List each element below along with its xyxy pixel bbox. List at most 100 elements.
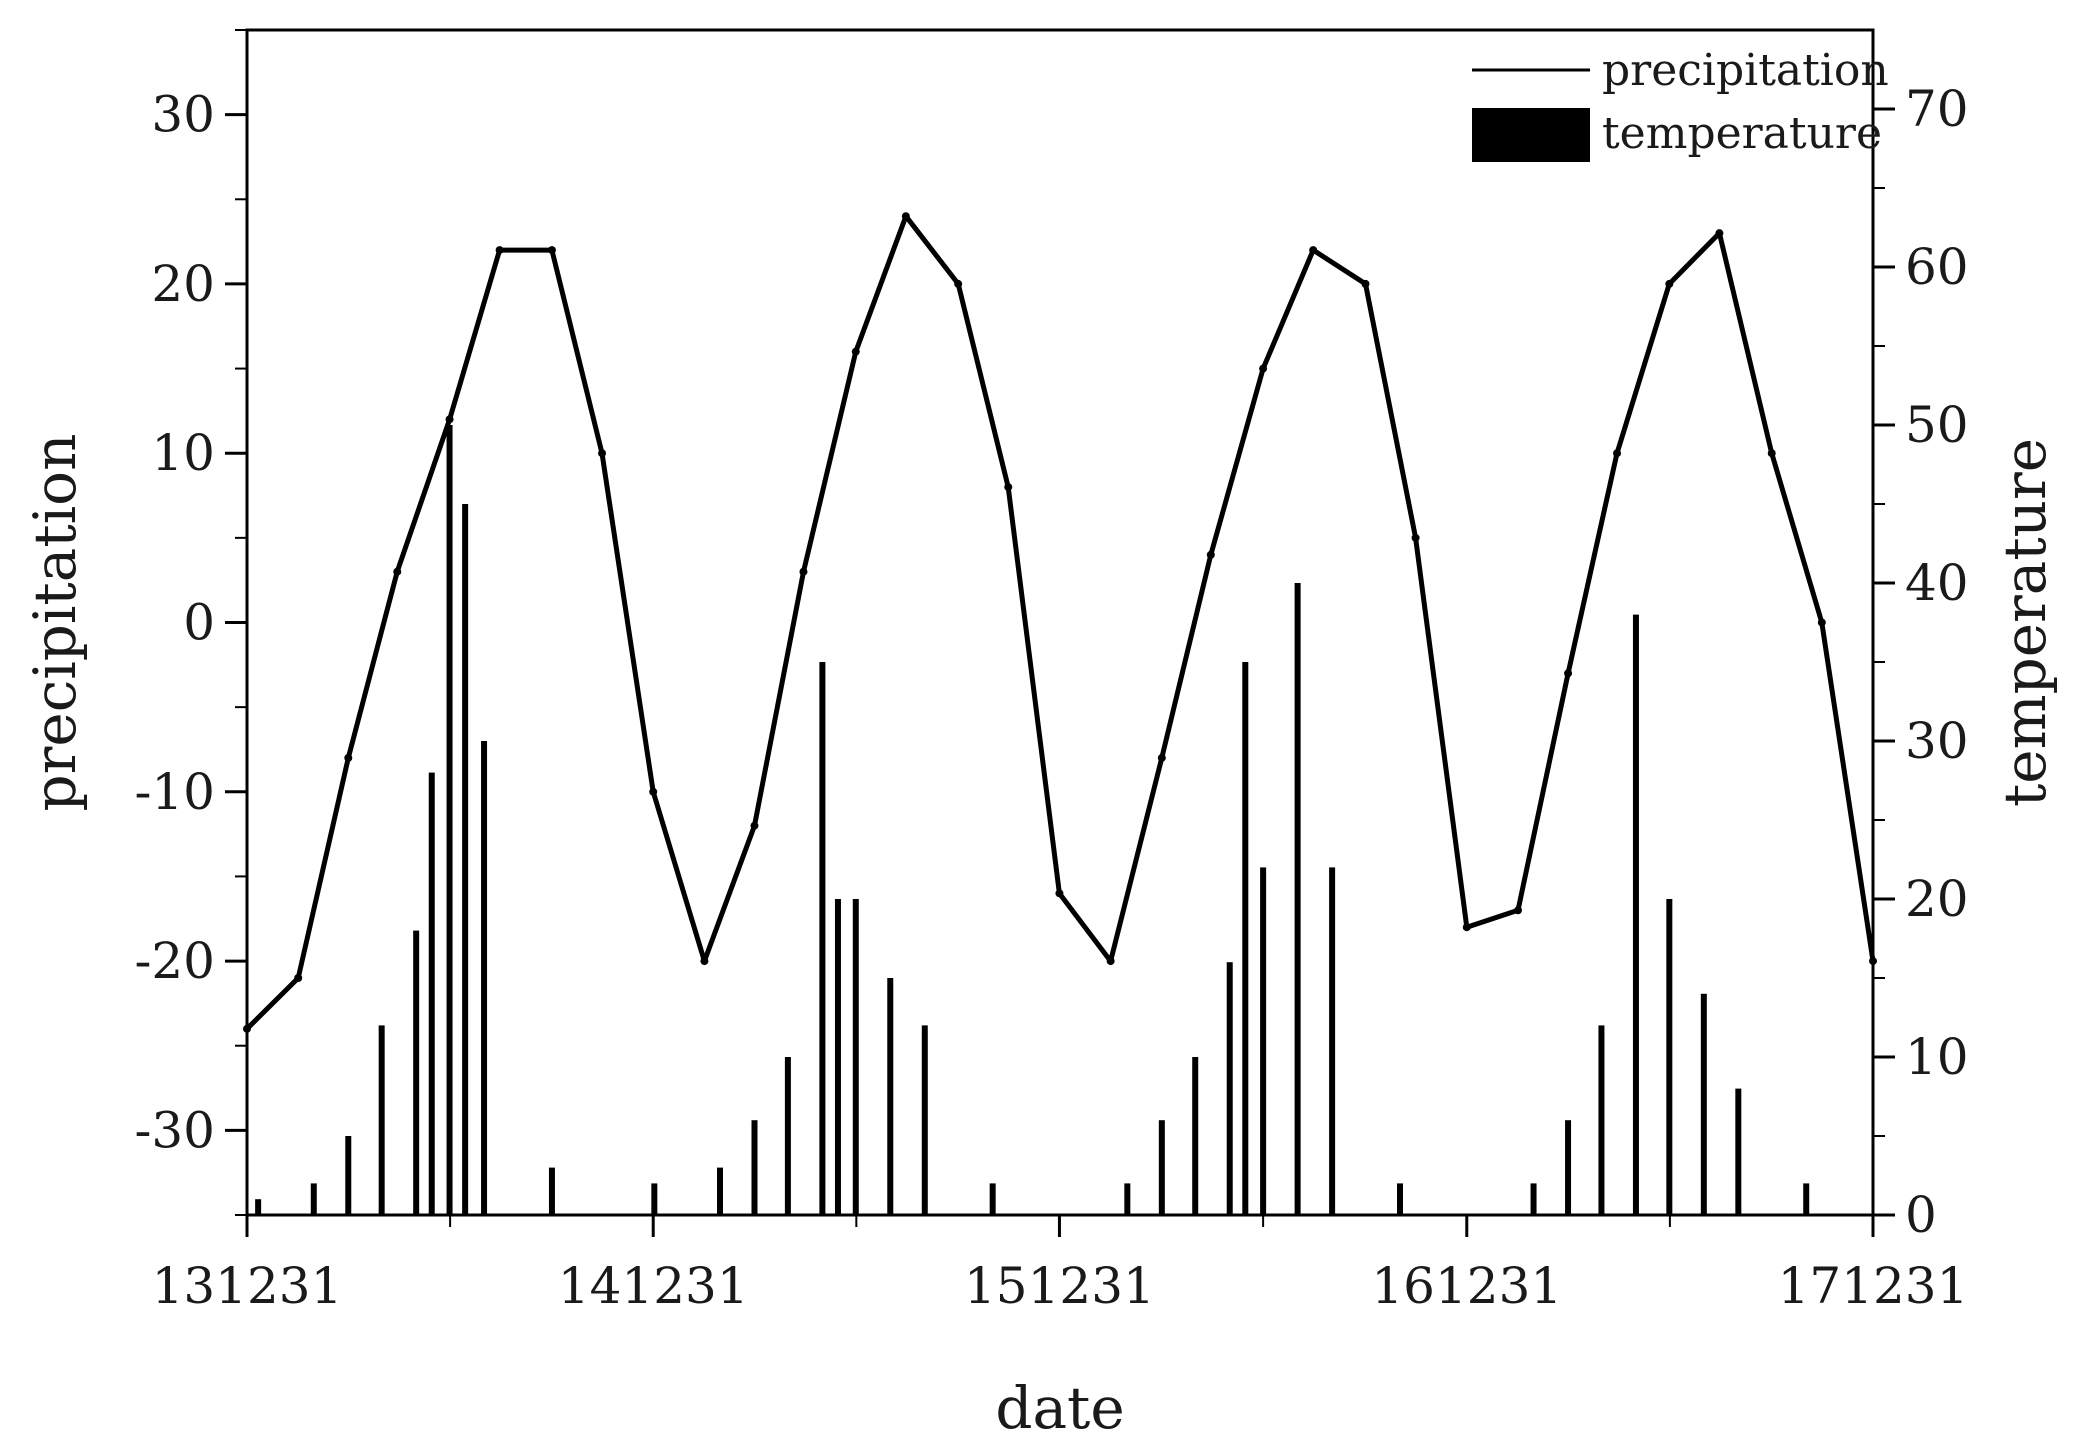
precipitation-point	[700, 957, 709, 966]
temperature-bar	[462, 504, 469, 1215]
left-y-axis: -30 -20 -10 0 10 20 30	[134, 29, 247, 1216]
right-y-tick-label: 40	[1905, 554, 1969, 612]
temperature-bar	[651, 1183, 658, 1215]
precipitation-point	[1613, 449, 1622, 458]
right-y-axis-title: temperature	[1991, 438, 2059, 807]
precipitation-point	[1513, 906, 1522, 915]
temperature-bar	[989, 1183, 996, 1215]
temperature-bar	[378, 1025, 385, 1215]
right-y-tick-label: 20	[1905, 870, 1969, 928]
legend: precipitation temperature	[1472, 45, 1889, 162]
temperature-bar	[1329, 867, 1336, 1215]
precipitation-point	[294, 974, 303, 982]
precipitation-point	[1767, 449, 1776, 458]
temperature-bar	[819, 662, 826, 1215]
precipitation-point	[1817, 618, 1826, 627]
temperature-bar	[1294, 583, 1301, 1215]
x-tick-label: 141231	[558, 1257, 749, 1315]
right-y-axis: 0 10 20 30 40 50 60 70	[1873, 80, 1969, 1244]
precipitation-point	[954, 279, 963, 288]
x-axis: 131231 141231 151231 161231 171231	[152, 1215, 1968, 1315]
precipitation-point	[1106, 957, 1115, 966]
right-y-tick-label: 50	[1905, 396, 1969, 454]
precipitation-point	[1055, 889, 1064, 898]
right-y-tick-label: 70	[1905, 80, 1969, 138]
temperature-bar	[1158, 1120, 1165, 1215]
temperature-bar	[921, 1025, 928, 1215]
right-y-tick-label: 0	[1905, 1186, 1937, 1244]
legend-temperature-swatch	[1472, 108, 1590, 162]
temperature-bar	[1124, 1183, 1131, 1215]
left-y-tick-label: 10	[151, 424, 215, 482]
left-y-tick-label: -30	[134, 1101, 215, 1159]
temperature-bar	[887, 978, 894, 1215]
precipitation-point	[393, 567, 402, 576]
precipitation-point	[547, 246, 556, 255]
temperature-bar	[1632, 614, 1639, 1215]
x-tick-label: 151231	[964, 1257, 1155, 1315]
precipitation-point	[750, 821, 759, 830]
temperature-bar	[255, 1199, 262, 1215]
right-y-tick-label: 60	[1905, 238, 1969, 296]
temperature-bar	[1565, 1120, 1572, 1215]
temperature-bar	[834, 899, 841, 1215]
precipitation-point	[344, 753, 353, 762]
temperature-bar	[1530, 1183, 1537, 1215]
precipitation-point	[901, 212, 910, 221]
temperature-bar	[413, 930, 420, 1215]
left-y-tick-label: 0	[183, 594, 215, 652]
precipitation-point	[1462, 923, 1471, 932]
precipitation-point	[1206, 550, 1215, 559]
temperature-bar	[481, 741, 488, 1215]
precipitation-line	[245, 213, 1876, 1031]
temperature-bar	[1598, 1025, 1605, 1215]
precipitation-point	[1361, 279, 1370, 288]
temperature-bar	[1192, 1057, 1199, 1215]
precipitation-point	[598, 449, 607, 458]
temperature-bar	[1260, 867, 1267, 1215]
temperature-bar	[716, 1167, 723, 1215]
left-y-tick-label: 30	[151, 86, 215, 144]
legend-precipitation-label: precipitation	[1602, 45, 1889, 96]
precipitation-point	[445, 415, 454, 424]
precipitation-point	[1411, 533, 1420, 542]
left-y-tick-label: 20	[151, 255, 215, 313]
precipitation-line-layer	[243, 212, 1877, 1033]
temperature-bar	[784, 1057, 791, 1215]
temperature-bar	[1700, 993, 1707, 1215]
temperature-bar	[751, 1120, 758, 1215]
left-y-tick-label: -20	[134, 932, 215, 990]
precipitation-point	[799, 567, 808, 576]
temperature-bar	[1397, 1183, 1404, 1215]
temperature-bar	[446, 425, 453, 1215]
precipitation-point	[495, 246, 504, 255]
temperature-bar	[1735, 1088, 1742, 1215]
plot-area	[245, 28, 1875, 1217]
precipitation-point	[649, 787, 658, 796]
temperature-bars	[255, 425, 1810, 1215]
precipitation-point	[1715, 229, 1724, 238]
temperature-bar	[1666, 899, 1673, 1215]
x-tick-label: 131231	[152, 1257, 343, 1315]
precipitation-point	[1259, 364, 1268, 373]
right-y-tick-label: 10	[1905, 1028, 1969, 1086]
left-y-axis-title: precipitation	[21, 434, 89, 812]
temperature-bar	[1803, 1183, 1810, 1215]
temperature-bar	[310, 1183, 317, 1215]
left-y-tick-label: -10	[134, 763, 215, 821]
x-tick-label: 161231	[1371, 1257, 1562, 1315]
precipitation-point	[1564, 669, 1573, 678]
temperature-bar	[1226, 962, 1233, 1215]
temperature-bar	[852, 899, 859, 1215]
temperature-bar	[548, 1167, 555, 1215]
temperature-bar	[1242, 662, 1249, 1215]
temperature-bar	[428, 772, 435, 1215]
precipitation-point	[1665, 279, 1674, 288]
precipitation-point	[1309, 246, 1318, 255]
precipitation-point	[1004, 483, 1013, 492]
precipitation-point	[1157, 753, 1166, 762]
right-y-tick-label: 30	[1905, 712, 1969, 770]
precipitation-point	[851, 347, 860, 356]
legend-temperature-label: temperature	[1602, 108, 1882, 159]
